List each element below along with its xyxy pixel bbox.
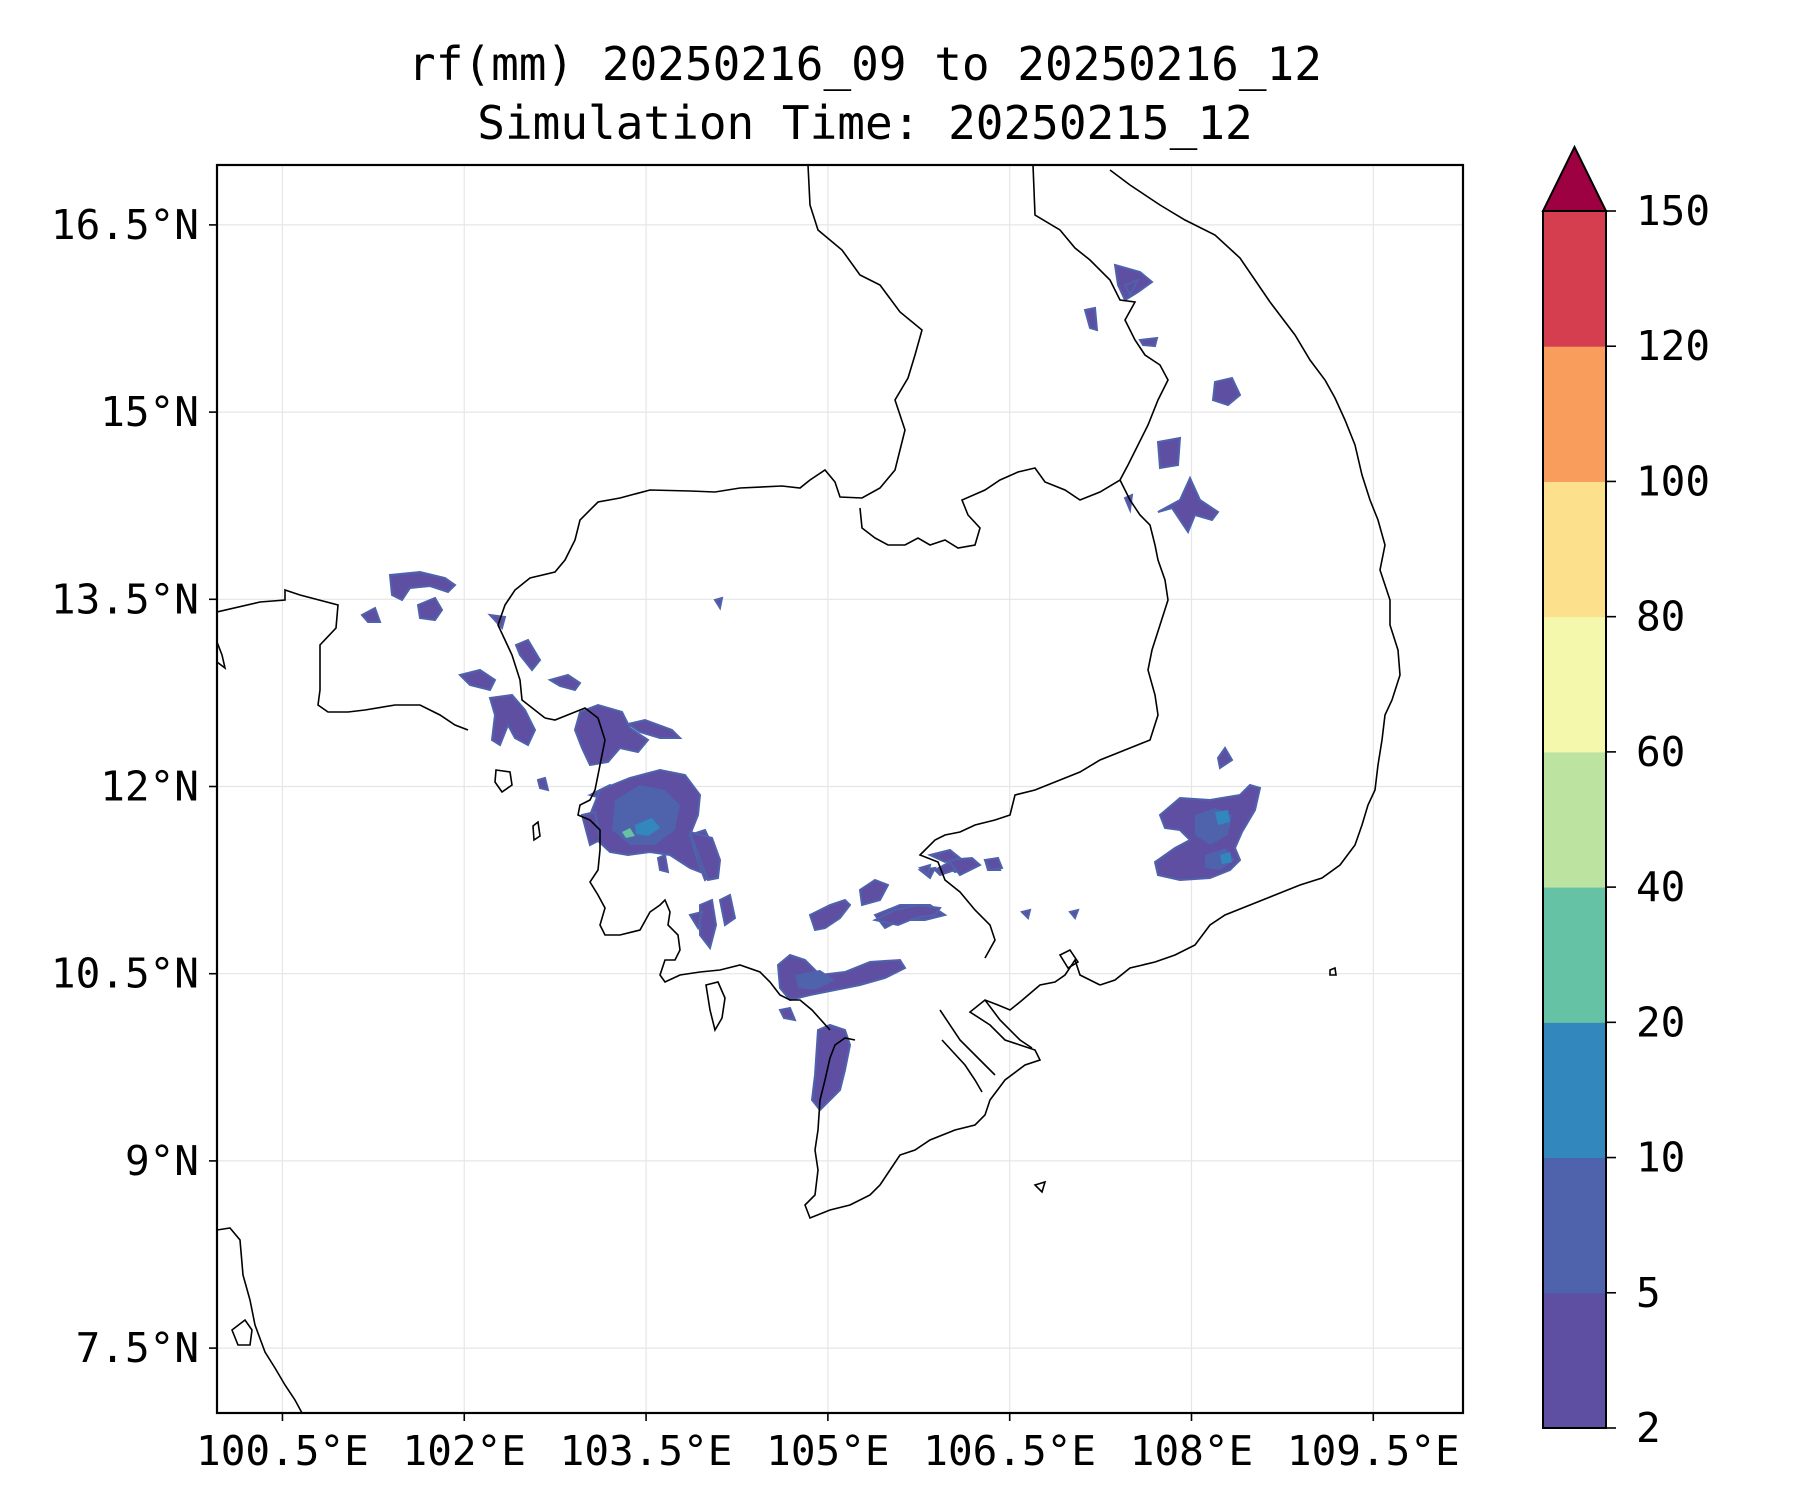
lat-tick-label: 13.5°N <box>51 575 199 623</box>
island-3 <box>532 820 541 842</box>
lon-tick-label: 103.5°E <box>560 1427 733 1475</box>
island-7 <box>1058 948 1080 970</box>
colorbar-tick-label: 40 <box>1636 863 1685 911</box>
chart-title: rf(mm) 20250216_09 to 20250216_12 <box>408 37 1322 91</box>
rain-band-10-20 <box>635 810 1232 864</box>
lat-tick-label: 12°N <box>100 763 199 811</box>
delta-channel-3 <box>941 1039 983 1093</box>
lon-tick-label: 108°E <box>1130 1427 1253 1475</box>
colorbar-segment <box>1543 1022 1606 1159</box>
colorbar-segment <box>1543 751 1606 888</box>
colorbar-tick-label: 120 <box>1636 322 1710 370</box>
mekong-delta-coast <box>804 958 1101 1220</box>
colorbar-tick-label: 150 <box>1636 187 1710 235</box>
colorbar-tick-label: 60 <box>1636 728 1685 776</box>
colorbar-tick-label: 80 <box>1636 593 1685 641</box>
cambodia-coast <box>544 707 831 1031</box>
delta-channel-2 <box>939 1009 996 1076</box>
laos-cambodia-border <box>497 165 923 719</box>
vietnam-coast <box>1099 169 1401 986</box>
colorbar-segment <box>1543 481 1606 618</box>
island-1 <box>231 1318 253 1346</box>
lat-tick-label: 9°N <box>125 1137 199 1185</box>
lon-tick-label: 102°E <box>403 1427 526 1475</box>
island-5 <box>1033 1180 1047 1194</box>
lon-tick-label: 109.5°E <box>1287 1427 1460 1475</box>
longitude-ticks: 100.5°E 102°E 103.5°E 105°E 106.5°E 108°E 109.… <box>196 1413 1460 1475</box>
rain-band-5-10 <box>612 785 1235 990</box>
colorbar-segment <box>1543 1157 1606 1294</box>
cambodia-vietnam-east-border <box>918 479 1169 959</box>
island-2 <box>494 769 513 794</box>
island-6 <box>1329 966 1337 976</box>
colorbar-extend-triangle <box>1541 144 1608 212</box>
colorbar-tick-label: 10 <box>1636 1134 1685 1182</box>
map-frame <box>215 163 1465 1415</box>
southern-thailand-coast <box>217 1227 303 1413</box>
rainfall-contours <box>360 263 1262 1112</box>
map-gridlines <box>217 165 1463 1413</box>
colorbar-tick-label: 5 <box>1636 1269 1661 1317</box>
lat-tick-label: 7.5°N <box>76 1324 199 1372</box>
colorbar-tick-label: 20 <box>1636 998 1685 1046</box>
delta-channel-1 <box>984 999 1033 1049</box>
colorbar-tick-label: 2 <box>1636 1404 1661 1452</box>
colorbar-segment <box>1543 616 1606 753</box>
lon-tick-label: 100.5°E <box>196 1427 369 1475</box>
colorbar-tick-label: 100 <box>1636 457 1710 505</box>
island-4 <box>705 981 726 1033</box>
thailand-coast <box>217 641 227 670</box>
colorbar-frame <box>1542 210 1607 1429</box>
chart-subtitle: Simulation Time: 20250215_12 <box>477 96 1253 150</box>
colorbar-segment <box>1543 346 1606 482</box>
colorbar: 2 5 10 20 40 60 80 100 120 150 <box>1541 144 1710 1452</box>
lat-tick-label: 10.5°N <box>51 950 199 998</box>
coastlines-and-borders <box>217 165 1401 1413</box>
lat-tick-label: 16.5°N <box>51 201 199 249</box>
colorbar-segment <box>1543 1292 1606 1429</box>
lon-tick-label: 106.5°E <box>923 1427 1096 1475</box>
thailand-cambodia-border <box>217 588 469 731</box>
laos-vietnam-border <box>859 165 1169 549</box>
rain-band-20-40 <box>622 828 635 838</box>
colorbar-segment <box>1543 211 1606 347</box>
latitude-ticks: 16.5°N 15°N 13.5°N 12°N 10.5°N 9°N 7.5°N <box>51 201 217 1372</box>
colorbar-segment <box>1543 887 1606 1023</box>
lon-tick-label: 105°E <box>766 1427 889 1475</box>
lat-tick-label: 15°N <box>100 388 199 436</box>
